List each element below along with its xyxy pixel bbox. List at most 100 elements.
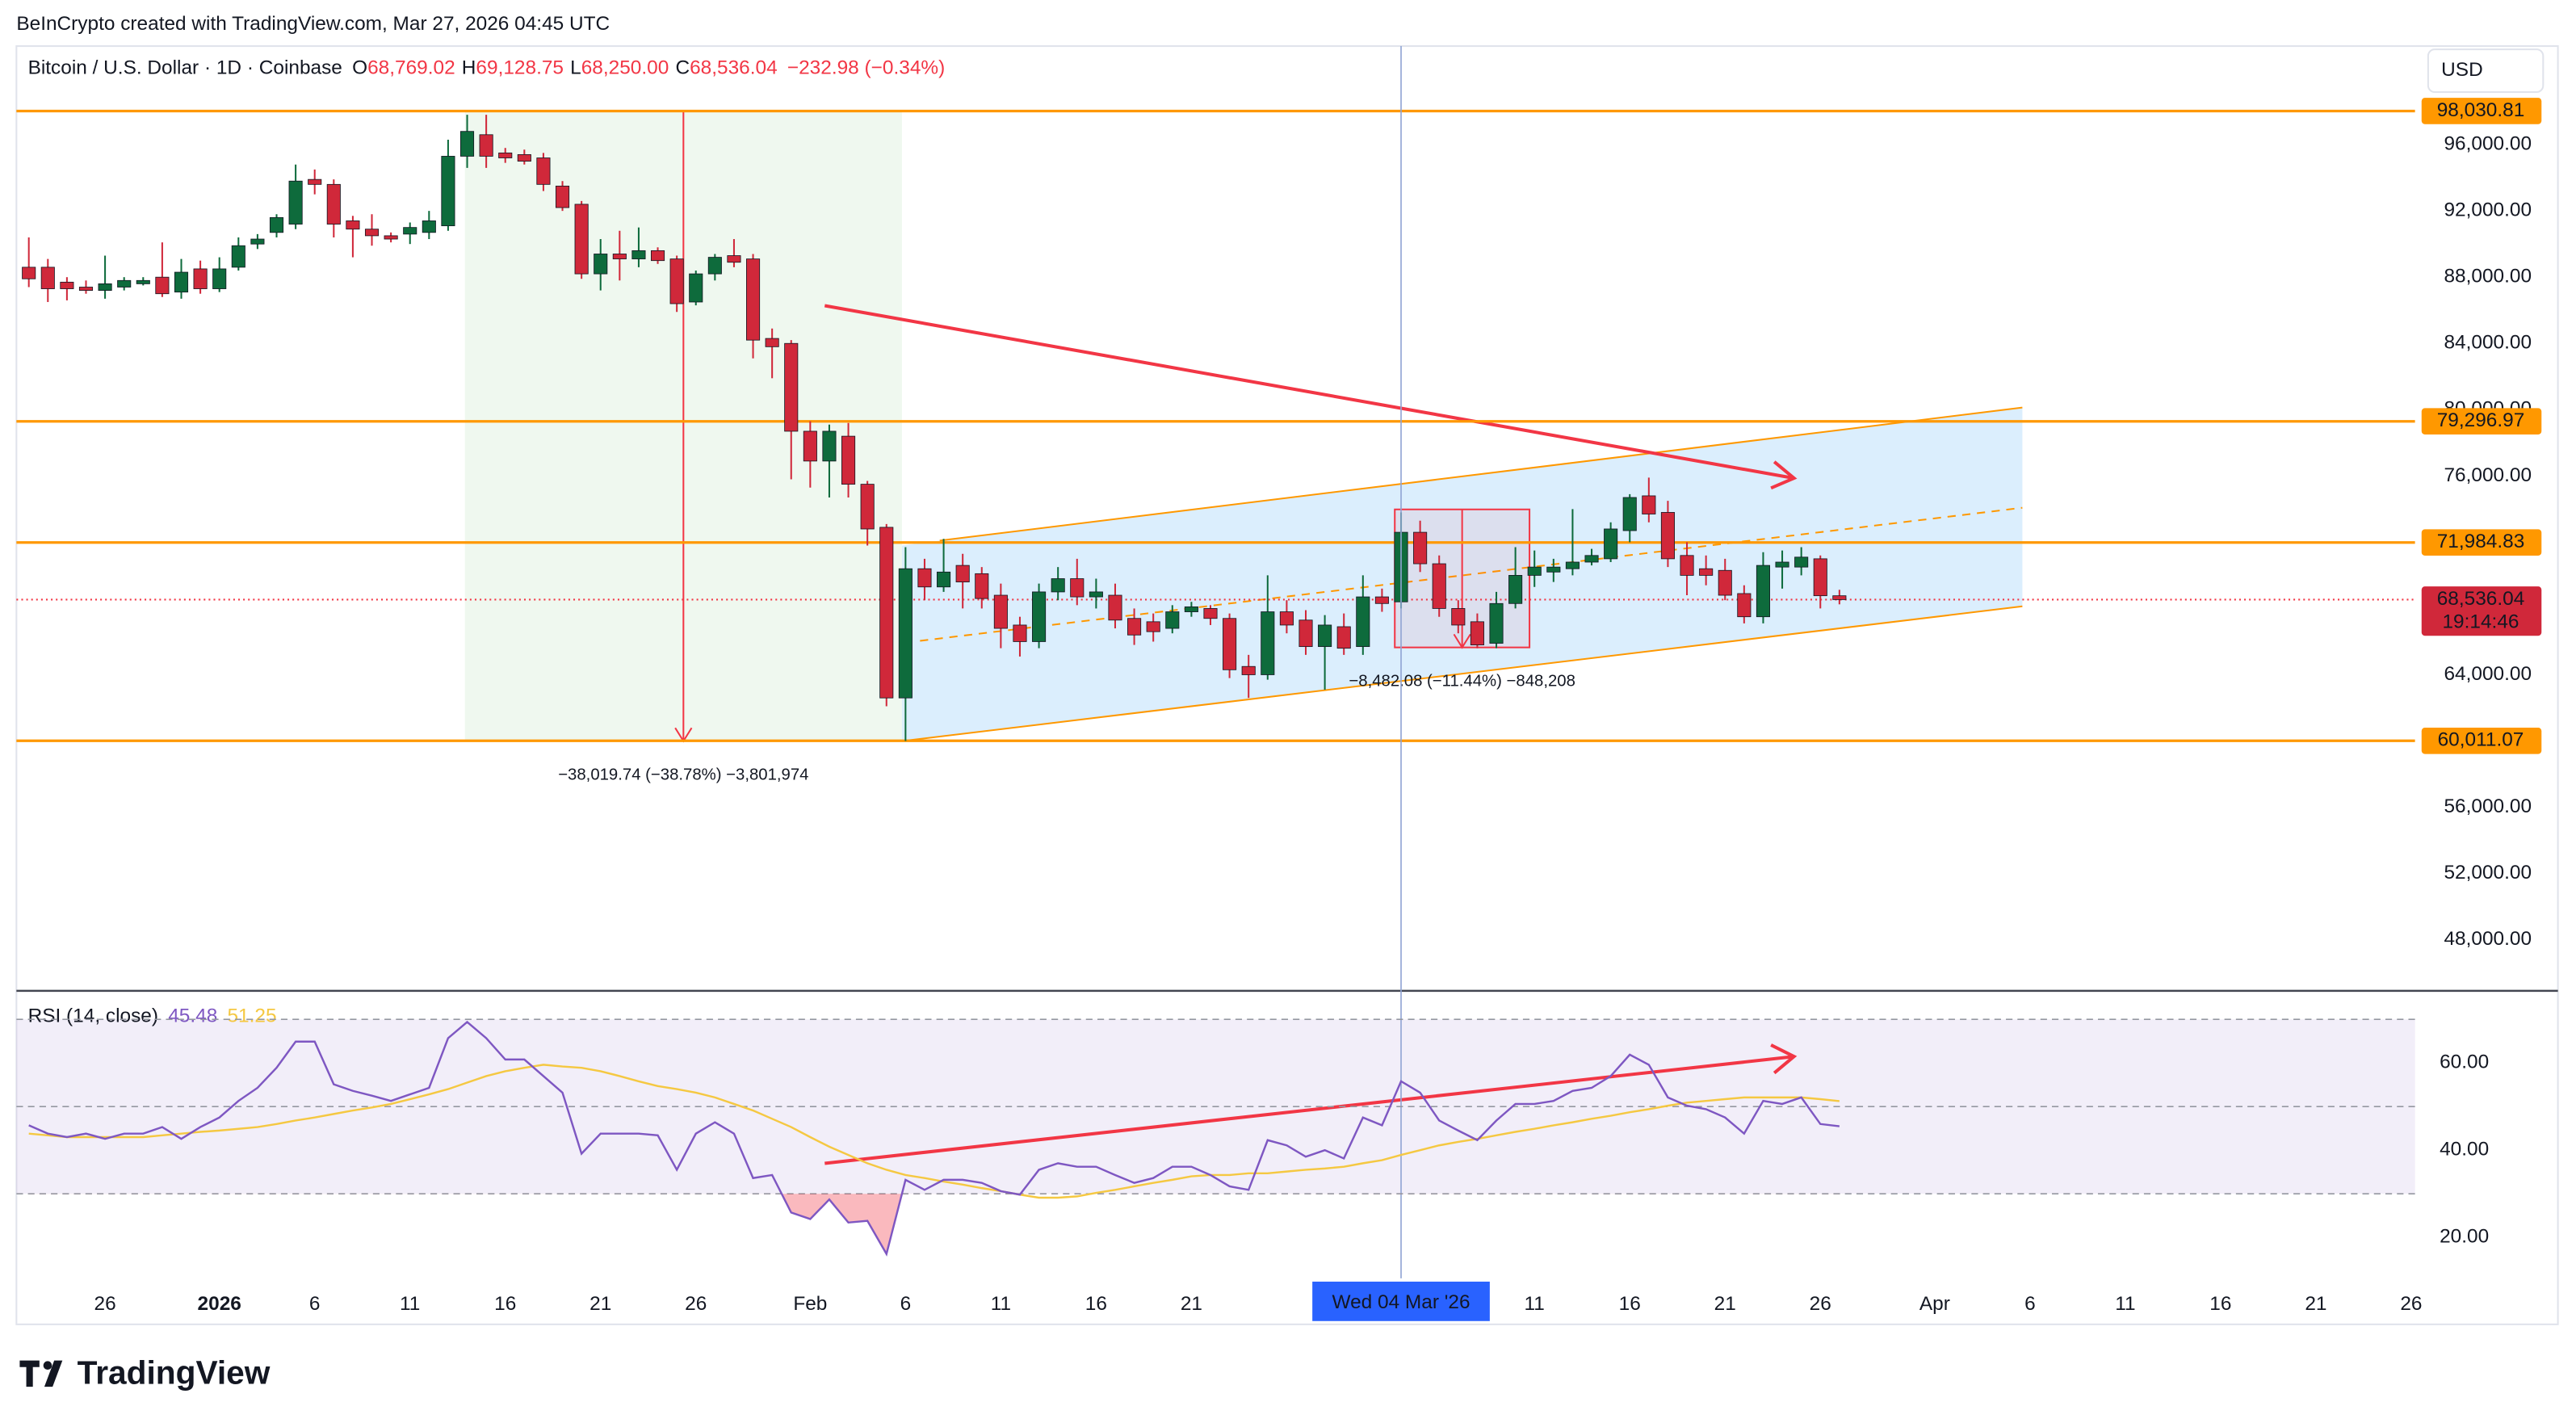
chart-frame xyxy=(15,45,2559,1325)
candle-body xyxy=(1832,595,1847,600)
x-tick-label: 26 xyxy=(2400,1293,2422,1315)
x-tick-label: 16 xyxy=(1085,1293,1107,1315)
x-tick-label: 16 xyxy=(1619,1293,1641,1315)
candle-body xyxy=(650,250,665,262)
candle-body xyxy=(1165,611,1180,629)
crosshair-label: Wed 04 Mar '26 xyxy=(1332,1291,1470,1313)
candle-body xyxy=(1413,531,1428,565)
candle-body xyxy=(765,338,779,347)
candle-body xyxy=(1127,618,1142,636)
ohlc-value: 68,769.02 xyxy=(367,57,455,79)
candle-body xyxy=(346,220,360,230)
candle-body xyxy=(1013,624,1027,642)
candle-body xyxy=(1336,626,1351,649)
logo: TradingView xyxy=(19,1354,271,1392)
candle-body xyxy=(1584,555,1599,563)
candle-body xyxy=(98,283,112,292)
currency[interactable]: USD xyxy=(2441,59,2483,81)
candle-body xyxy=(1146,621,1160,632)
x-tick-label: 11 xyxy=(991,1293,1011,1315)
channel-mid xyxy=(920,506,2023,642)
candle-body xyxy=(422,220,436,233)
candle-body xyxy=(364,229,380,237)
candle-body xyxy=(1451,608,1466,626)
candle-body xyxy=(707,257,722,275)
x-tick-label: 21 xyxy=(589,1293,611,1315)
candle-body xyxy=(212,268,227,289)
x-tick-label: 26 xyxy=(1810,1293,1831,1315)
y-tick-label: 56,000.00 xyxy=(2444,795,2532,817)
ohlc-key: H xyxy=(462,57,476,79)
candle-body xyxy=(1527,566,1542,576)
level-label-bg xyxy=(2421,98,2542,124)
measure-label: −8,482.08 (−11.44%) −848,208 xyxy=(1349,673,1575,691)
candle-body xyxy=(22,267,36,279)
candle-body xyxy=(1470,621,1484,645)
candle-body xyxy=(898,568,913,699)
candle-body xyxy=(1622,497,1637,531)
candle-body xyxy=(1756,565,1770,618)
candle-body xyxy=(1241,665,1256,675)
candle-body xyxy=(689,273,703,303)
candle-body xyxy=(1642,495,1656,514)
x-tick-label: 16 xyxy=(494,1293,516,1315)
y-tick-label: 88,000.00 xyxy=(2444,266,2532,288)
candle-body xyxy=(784,342,799,432)
symbol-title: Bitcoin / U.S. Dollar · 1D · Coinbase xyxy=(28,57,342,79)
candle-body xyxy=(917,568,932,588)
candle-body xyxy=(1374,596,1389,604)
x-tick-label: 21 xyxy=(1181,1293,1202,1315)
symbol-legend: Bitcoin / U.S. Dollar · 1D · Coinbase O68… xyxy=(28,57,946,79)
candle-body xyxy=(937,571,951,588)
candle-body xyxy=(441,156,455,227)
candle-body xyxy=(308,178,322,185)
candle-body xyxy=(1660,512,1675,560)
candle-body xyxy=(631,250,646,260)
candle-body xyxy=(40,267,55,289)
candle-body xyxy=(60,281,74,289)
candle-body xyxy=(136,279,150,284)
candle-body xyxy=(1508,575,1523,604)
y-tick-label: 76,000.00 xyxy=(2444,464,2532,486)
logo-mark xyxy=(43,1361,52,1370)
rsi-ma-value: 51.25 xyxy=(227,1005,276,1027)
ohlc-value: 68,536.04 xyxy=(690,57,778,79)
candle-body xyxy=(1223,618,1237,670)
rsi-line xyxy=(28,1064,1840,1199)
last-price-label: 68,536.04 xyxy=(2437,588,2525,610)
countdown: 19:14:46 xyxy=(2442,611,2519,632)
candle-body xyxy=(1051,578,1065,593)
candle-body xyxy=(536,157,551,185)
candle-body xyxy=(574,204,589,275)
candle-body xyxy=(1489,602,1504,644)
ohlc-value: 68,250.00 xyxy=(581,57,669,79)
candle-body xyxy=(459,131,475,157)
candle-body xyxy=(1279,611,1294,626)
candle-body xyxy=(1070,578,1085,598)
level-label-bg xyxy=(2421,529,2542,556)
level-label-bg xyxy=(2421,728,2542,754)
candle-body xyxy=(879,527,894,699)
level-label: 79,296.97 xyxy=(2437,409,2525,431)
measure-label: −38,019.74 (−38.78%) −3,801,974 xyxy=(558,766,808,784)
candle-body xyxy=(746,258,761,341)
rsi-legend: RSI (14, close) 45.48 51.25 xyxy=(28,1005,277,1027)
candle-body xyxy=(193,268,208,289)
rsi-title: RSI (14, close) xyxy=(28,1005,158,1027)
candle-body xyxy=(250,238,265,245)
currency-button[interactable] xyxy=(2427,48,2545,94)
x-tick-label: 11 xyxy=(1525,1293,1545,1315)
candle-body xyxy=(384,235,398,240)
logo-text: TradingView xyxy=(78,1354,271,1392)
change: −232.98 (−0.34%) xyxy=(787,57,945,79)
y-tick-label: 92,000.00 xyxy=(2444,199,2532,221)
x-tick-label: 6 xyxy=(2024,1293,2036,1315)
candle-body xyxy=(975,573,989,599)
candle-body xyxy=(822,430,837,462)
candle-body xyxy=(1775,561,1789,568)
level-label: 98,030.81 xyxy=(2437,99,2525,121)
logo-mark xyxy=(19,1360,40,1387)
candle-body xyxy=(860,484,875,530)
y-tick-label: 64,000.00 xyxy=(2444,663,2532,685)
